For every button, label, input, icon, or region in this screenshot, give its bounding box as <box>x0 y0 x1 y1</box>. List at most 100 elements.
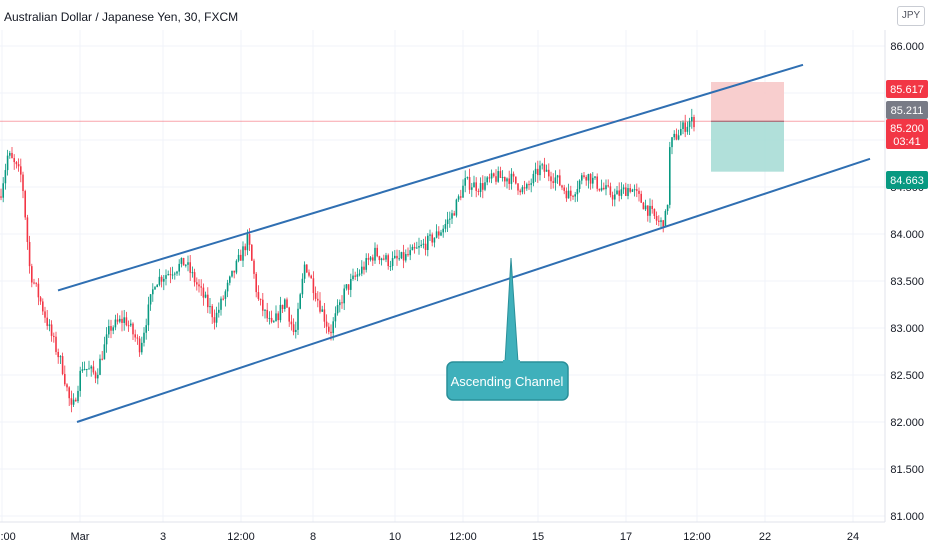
candle-body <box>460 196 462 198</box>
x-tick-label: Mar <box>71 531 90 543</box>
candle-body <box>42 301 44 312</box>
candle-body <box>134 334 136 338</box>
candle-body <box>233 270 235 273</box>
candle-body <box>132 323 134 335</box>
candle-body <box>616 190 618 195</box>
candle-body <box>268 317 271 319</box>
candle-body <box>607 185 609 187</box>
candle-body <box>427 235 429 250</box>
candle-body <box>429 234 431 236</box>
y-tick-label: 86.000 <box>890 41 924 53</box>
candle-body <box>273 321 275 323</box>
candle-body <box>334 313 337 322</box>
x-tick-label: 12:00 <box>227 531 255 543</box>
candle-body <box>647 205 649 216</box>
candle-body <box>136 337 139 339</box>
candle-body <box>31 266 33 283</box>
candle-body <box>629 188 631 192</box>
candle-body <box>506 178 508 182</box>
candle-body <box>248 234 251 245</box>
candle-body <box>400 252 403 259</box>
price-tag <box>886 171 928 189</box>
candle-body <box>101 358 103 360</box>
candle-body <box>523 187 526 189</box>
candle-body <box>121 318 123 323</box>
candle-body <box>581 175 583 181</box>
candle-body <box>666 204 669 212</box>
candle-body <box>618 190 620 196</box>
candle-body <box>92 366 95 373</box>
candle-body <box>174 273 176 275</box>
candle-body <box>642 202 645 210</box>
time-axis[interactable]: 12:00 Mar 3 12:00 8 10 12:00 15 17 12:00 22 24 <box>0 531 859 543</box>
currency-button[interactable]: JPY <box>897 6 925 26</box>
candle-body <box>224 291 227 299</box>
y-tick-label: 81.000 <box>890 511 924 523</box>
candle-body <box>504 177 506 182</box>
candle-body <box>24 191 26 218</box>
ascending-channel[interactable] <box>57 63 871 423</box>
candle-body <box>143 332 145 343</box>
callout-pointer <box>504 257 519 363</box>
candle-body <box>680 129 682 136</box>
candle-body <box>97 374 99 379</box>
y-tick-label: 83.500 <box>890 276 924 288</box>
candle-body <box>46 317 48 326</box>
candle-body <box>33 282 35 284</box>
candle-body <box>565 190 568 199</box>
candle-body <box>321 309 323 312</box>
candle-body <box>220 298 222 310</box>
candle-body <box>114 319 117 328</box>
candle-body <box>611 195 614 200</box>
candle-body <box>526 184 528 189</box>
candle-body <box>508 178 510 184</box>
candle-body <box>163 278 165 282</box>
candle-body <box>347 284 350 290</box>
y-tick-label: 81.500 <box>890 464 924 476</box>
candle-body <box>169 274 172 276</box>
candle-body <box>486 177 488 183</box>
candle-body <box>88 368 90 370</box>
candle-body <box>279 304 282 321</box>
price-tag <box>886 80 928 98</box>
candle-body <box>75 399 77 402</box>
candle-body <box>275 313 277 322</box>
candle-body <box>543 164 546 172</box>
candle-body <box>39 297 42 302</box>
candle-body <box>686 126 689 132</box>
y-tick-label: 84.000 <box>890 229 924 241</box>
candle-body <box>77 390 79 402</box>
candle-body <box>301 278 304 295</box>
candle-body <box>165 275 167 279</box>
candle-body <box>603 187 605 190</box>
candle-body <box>156 284 158 288</box>
candle-body <box>125 317 128 326</box>
candle-body <box>545 169 548 172</box>
x-tick-label: 3 <box>160 531 166 543</box>
candle-body <box>457 196 460 200</box>
candle-body <box>130 323 132 326</box>
candle-body <box>391 258 394 267</box>
channel-callout[interactable]: Ascending Channel <box>446 257 569 401</box>
candle-body <box>270 317 273 322</box>
candle-body <box>171 274 174 276</box>
candle-body <box>57 351 59 358</box>
candle-body <box>22 174 24 192</box>
candle-body <box>299 294 301 309</box>
candle-body <box>81 369 84 371</box>
x-tick-label: 22 <box>759 531 771 543</box>
candle-body <box>620 189 623 196</box>
candle-body <box>284 299 286 309</box>
short-position-zone[interactable] <box>711 82 784 172</box>
candle-body <box>26 217 29 242</box>
candle-body <box>295 329 297 332</box>
candle-body <box>693 116 695 128</box>
candle-body <box>530 183 532 185</box>
candle-body <box>330 331 332 334</box>
candle-body <box>53 335 55 337</box>
candle-body <box>17 164 20 167</box>
candle-body <box>605 185 607 190</box>
candle-body <box>138 338 141 353</box>
